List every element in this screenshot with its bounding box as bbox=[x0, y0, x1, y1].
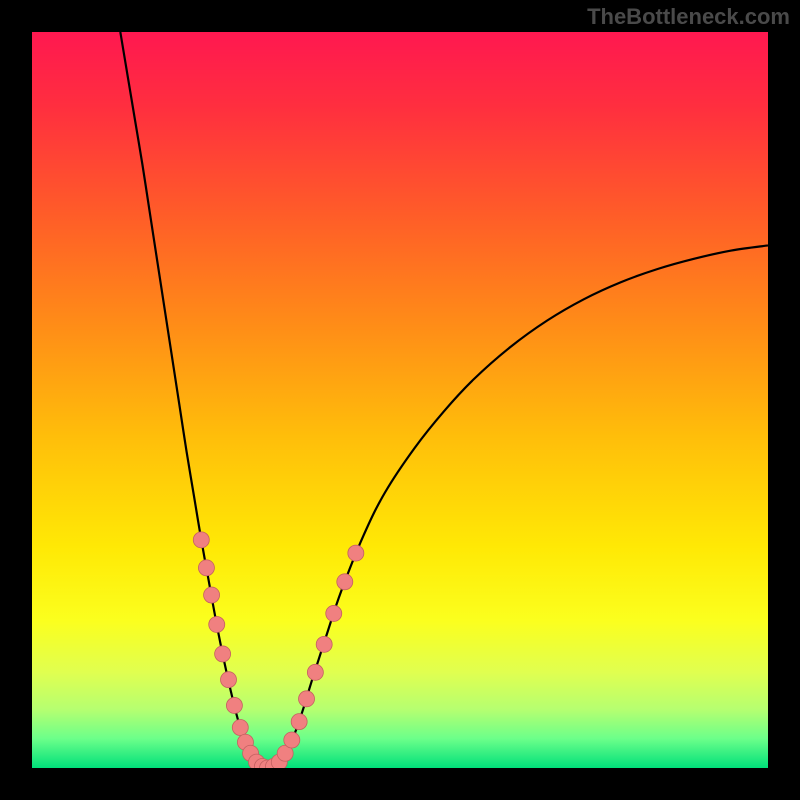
data-marker bbox=[299, 691, 315, 707]
data-marker bbox=[307, 664, 323, 680]
watermark-text: TheBottleneck.com bbox=[587, 4, 790, 30]
bottleneck-chart bbox=[0, 0, 800, 800]
data-marker bbox=[198, 560, 214, 576]
data-marker bbox=[204, 587, 220, 603]
data-marker bbox=[337, 574, 353, 590]
data-marker bbox=[291, 714, 307, 730]
plot-background bbox=[32, 32, 768, 768]
data-marker bbox=[226, 697, 242, 713]
data-marker bbox=[348, 545, 364, 561]
data-marker bbox=[284, 732, 300, 748]
data-marker bbox=[215, 646, 231, 662]
data-marker bbox=[209, 616, 225, 632]
data-marker bbox=[326, 605, 342, 621]
data-marker bbox=[221, 672, 237, 688]
data-marker bbox=[316, 636, 332, 652]
data-marker bbox=[193, 532, 209, 548]
data-marker bbox=[232, 720, 248, 736]
